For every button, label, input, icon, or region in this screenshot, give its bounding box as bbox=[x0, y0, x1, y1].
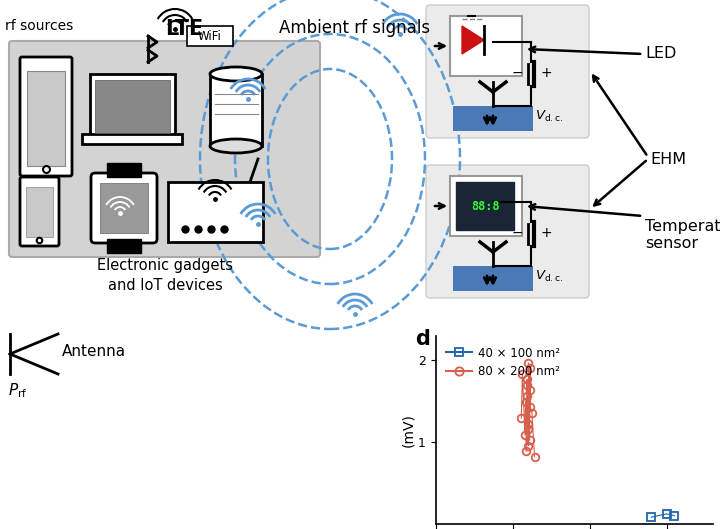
FancyBboxPatch shape bbox=[187, 26, 233, 46]
FancyBboxPatch shape bbox=[82, 134, 182, 144]
FancyBboxPatch shape bbox=[450, 16, 522, 76]
Text: +: + bbox=[540, 66, 552, 80]
Text: Temperatu: Temperatu bbox=[645, 219, 720, 234]
Text: $V_{\mathrm{d.c.}}$: $V_{\mathrm{d.c.}}$ bbox=[535, 108, 564, 124]
Text: −: − bbox=[511, 226, 523, 240]
FancyBboxPatch shape bbox=[20, 177, 59, 246]
Text: −: − bbox=[511, 66, 523, 80]
FancyBboxPatch shape bbox=[426, 5, 589, 138]
Text: LED: LED bbox=[645, 47, 676, 61]
Text: WiFi: WiFi bbox=[198, 30, 222, 42]
Y-axis label: (mV): (mV) bbox=[401, 413, 415, 447]
Text: Antenna: Antenna bbox=[62, 344, 126, 360]
Text: Electronic gadgets
and IoT devices: Electronic gadgets and IoT devices bbox=[97, 258, 233, 293]
Text: EHM: EHM bbox=[650, 151, 686, 167]
FancyBboxPatch shape bbox=[27, 71, 65, 166]
FancyBboxPatch shape bbox=[168, 182, 263, 242]
Text: +: + bbox=[540, 226, 552, 240]
Text: LTE: LTE bbox=[165, 19, 203, 39]
FancyBboxPatch shape bbox=[107, 163, 141, 177]
Legend: 40 × 100 nm², 80 × 200 nm²: 40 × 100 nm², 80 × 200 nm² bbox=[441, 342, 564, 383]
FancyBboxPatch shape bbox=[91, 173, 157, 243]
FancyBboxPatch shape bbox=[20, 57, 72, 176]
FancyBboxPatch shape bbox=[95, 80, 170, 133]
FancyBboxPatch shape bbox=[450, 176, 522, 236]
FancyBboxPatch shape bbox=[453, 106, 533, 131]
FancyBboxPatch shape bbox=[26, 187, 53, 237]
Text: sensor: sensor bbox=[645, 236, 698, 251]
FancyBboxPatch shape bbox=[426, 165, 589, 298]
Ellipse shape bbox=[210, 139, 262, 153]
Text: $P_{\mathrm{rf}}$: $P_{\mathrm{rf}}$ bbox=[8, 381, 27, 400]
FancyBboxPatch shape bbox=[453, 266, 533, 291]
Text: d: d bbox=[415, 329, 430, 349]
FancyBboxPatch shape bbox=[9, 41, 320, 257]
Polygon shape bbox=[462, 26, 484, 54]
FancyBboxPatch shape bbox=[100, 183, 148, 233]
Text: 88:8: 88:8 bbox=[471, 199, 499, 213]
FancyBboxPatch shape bbox=[90, 74, 175, 139]
Ellipse shape bbox=[210, 67, 262, 81]
Text: Ambient rf signals: Ambient rf signals bbox=[279, 19, 431, 37]
FancyBboxPatch shape bbox=[210, 74, 262, 146]
FancyBboxPatch shape bbox=[107, 239, 141, 253]
Text: rf sources: rf sources bbox=[5, 19, 73, 33]
FancyBboxPatch shape bbox=[456, 182, 514, 230]
Text: $V_{\mathrm{d.c.}}$: $V_{\mathrm{d.c.}}$ bbox=[535, 268, 564, 284]
